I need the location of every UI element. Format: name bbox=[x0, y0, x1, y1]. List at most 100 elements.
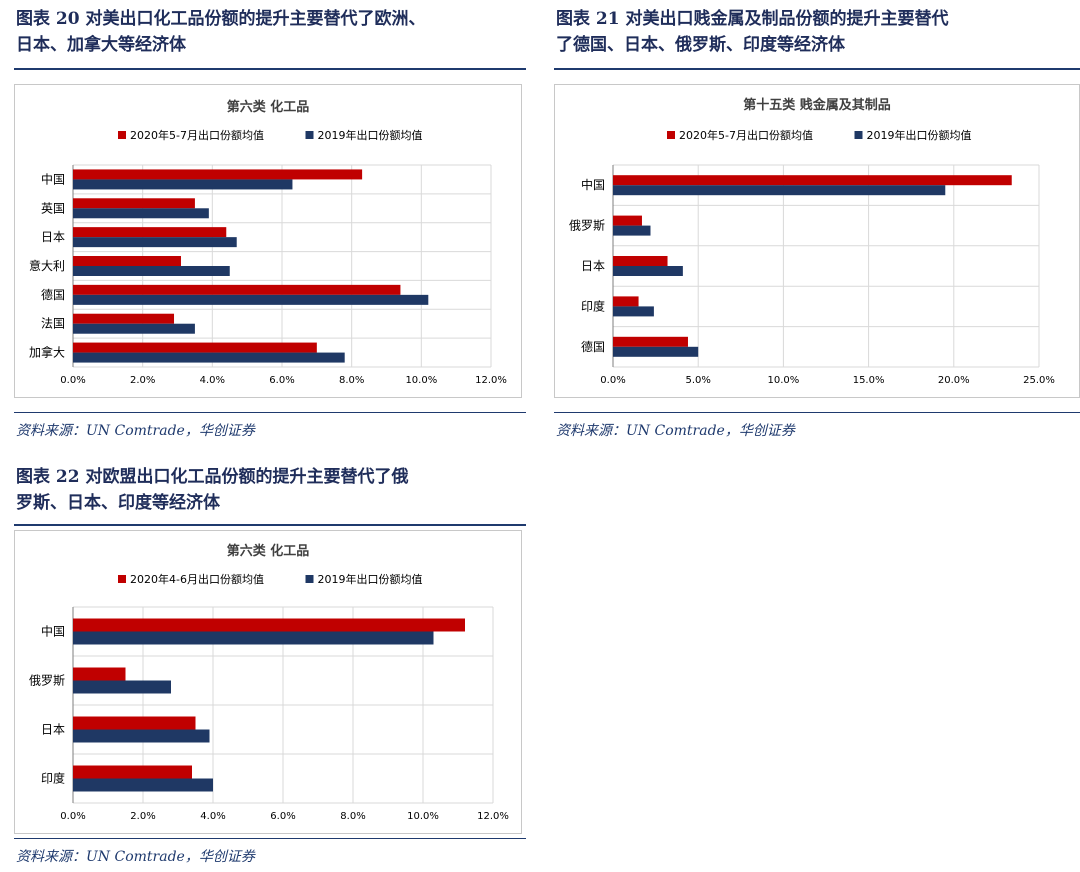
legend-label: 2020年4-6月出口份额均值 bbox=[130, 572, 264, 586]
x-tick-label: 10.0% bbox=[407, 811, 439, 822]
bar bbox=[73, 169, 363, 180]
source-rule bbox=[14, 838, 526, 839]
chart-20: 第六类 化工品 2020年5-7月出口份额均值 2019年出口份额均值 0.0% 2.0… bbox=[29, 99, 507, 386]
category-label: 英国 bbox=[41, 201, 65, 215]
category-label: 印度 bbox=[41, 771, 65, 786]
source-rule bbox=[554, 412, 1080, 413]
figure-title: 图表 21 对美出口贱金属及制品份额的提升主要替代 了德国、日本、俄罗斯、印度等… bbox=[556, 9, 949, 55]
bar bbox=[73, 680, 171, 694]
chart-21-box: 第十五类 贱金属及其制品 2020年5-7月出口份额均值 2019年出口份额均值 0.… bbox=[554, 84, 1080, 398]
chart-title: 第六类 化工品 bbox=[227, 543, 310, 559]
category-label: 法国 bbox=[41, 317, 65, 331]
category-label: 印度 bbox=[581, 298, 605, 313]
bar bbox=[73, 266, 230, 276]
bar bbox=[73, 716, 196, 730]
category-label: 日本 bbox=[41, 230, 65, 244]
category-label: 日本 bbox=[41, 723, 65, 737]
bar bbox=[73, 778, 213, 792]
source-note: 资料来源：UN Comtrade，华创证券 bbox=[556, 423, 795, 439]
x-tick-label: 8.0% bbox=[340, 811, 365, 822]
bar bbox=[73, 765, 192, 779]
bar bbox=[613, 296, 639, 307]
figure-title: 图表 22 对欧盟出口化工品份额的提升主要替代了俄 罗斯、日本、印度等经济体 bbox=[16, 467, 409, 513]
bar bbox=[73, 323, 195, 334]
category-label: 德国 bbox=[41, 287, 65, 302]
bar bbox=[73, 342, 317, 353]
chart-22-box: 第六类 化工品 2020年4-6月出口份额均值 2019年出口份额均值 0.0% 2.0… bbox=[14, 530, 522, 834]
bar bbox=[73, 208, 209, 219]
category-label: 俄罗斯 bbox=[29, 674, 65, 688]
chart-21: 第十五类 贱金属及其制品 2020年5-7月出口份额均值 2019年出口份额均值 0.… bbox=[569, 97, 1055, 386]
bar bbox=[73, 313, 175, 324]
bar bbox=[73, 667, 126, 681]
legend-label: 2020年5-7月出口份额均值 bbox=[130, 128, 264, 142]
source-rule bbox=[14, 412, 526, 413]
category-label: 意大利 bbox=[29, 258, 65, 273]
bar bbox=[73, 294, 429, 305]
chart-20-box: 第六类 化工品 2020年5-7月出口份额均值 2019年出口份额均值 0.0% 2.0… bbox=[14, 84, 522, 398]
x-tick-label: 0.0% bbox=[60, 375, 85, 386]
bar bbox=[73, 631, 434, 645]
x-tick-label: 12.0% bbox=[477, 811, 509, 822]
category-label: 德国 bbox=[581, 339, 605, 354]
x-tick-label: 8.0% bbox=[339, 375, 364, 386]
bar bbox=[73, 729, 210, 743]
legend-swatch bbox=[667, 131, 675, 139]
bar bbox=[73, 618, 465, 632]
bar bbox=[73, 198, 195, 209]
category-label: 加拿大 bbox=[29, 345, 65, 360]
x-tick-label: 10.0% bbox=[768, 375, 800, 386]
x-tick-label: 20.0% bbox=[938, 375, 970, 386]
bar bbox=[73, 352, 345, 363]
bar bbox=[73, 227, 227, 238]
bar bbox=[73, 284, 401, 295]
legend-swatch bbox=[305, 131, 314, 139]
bar bbox=[73, 179, 293, 190]
legend-label: 2019年出口份额均值 bbox=[867, 128, 972, 142]
x-tick-label: 4.0% bbox=[200, 375, 225, 386]
category-label: 中国 bbox=[41, 171, 65, 186]
title-rule bbox=[14, 524, 526, 526]
bar bbox=[613, 256, 668, 266]
category-label: 俄罗斯 bbox=[569, 219, 605, 233]
legend-swatch bbox=[854, 131, 863, 139]
x-tick-label: 25.0% bbox=[1023, 375, 1055, 386]
x-tick-label: 12.0% bbox=[475, 375, 507, 386]
category-label: 中国 bbox=[41, 624, 65, 639]
bar bbox=[613, 225, 651, 236]
x-tick-label: 6.0% bbox=[270, 811, 295, 822]
legend-label: 2019年出口份额均值 bbox=[318, 572, 423, 586]
category-label: 日本 bbox=[581, 259, 605, 273]
legend-swatch bbox=[118, 575, 126, 583]
chart-title: 第十五类 贱金属及其制品 bbox=[743, 97, 891, 113]
x-tick-label: 15.0% bbox=[853, 375, 885, 386]
bar bbox=[613, 175, 1012, 186]
figure-22-heading: 图表 22 对欧盟出口化工品份额的提升主要替代了俄 罗斯、日本、印度等经济体 bbox=[16, 464, 528, 516]
title-rule bbox=[554, 68, 1080, 70]
x-tick-label: 0.0% bbox=[60, 811, 85, 822]
bar bbox=[73, 237, 237, 248]
x-tick-label: 0.0% bbox=[600, 375, 625, 386]
bar bbox=[613, 215, 642, 226]
legend-label: 2020年5-7月出口份额均值 bbox=[679, 128, 813, 142]
x-tick-label: 5.0% bbox=[685, 375, 710, 386]
bar bbox=[73, 256, 181, 266]
x-tick-label: 2.0% bbox=[130, 375, 155, 386]
title-rule bbox=[14, 68, 526, 70]
source-note: 资料来源：UN Comtrade，华创证券 bbox=[16, 849, 255, 865]
chart-22: 第六类 化工品 2020年4-6月出口份额均值 2019年出口份额均值 0.0% 2.0… bbox=[29, 543, 509, 822]
source-note: 资料来源：UN Comtrade，华创证券 bbox=[16, 423, 255, 439]
legend-label: 2019年出口份额均值 bbox=[318, 128, 423, 142]
chart-title: 第六类 化工品 bbox=[227, 99, 310, 115]
legend-swatch bbox=[305, 575, 314, 583]
figure-21-heading: 图表 21 对美出口贱金属及制品份额的提升主要替代 了德国、日本、俄罗斯、印度等… bbox=[556, 6, 1080, 58]
x-tick-label: 10.0% bbox=[405, 375, 437, 386]
figure-20-heading: 图表 20 对美出口化工品份额的提升主要替代了欧洲、 日本、加拿大等经济体 bbox=[16, 6, 528, 58]
x-tick-label: 4.0% bbox=[200, 811, 225, 822]
figure-title: 图表 20 对美出口化工品份额的提升主要替代了欧洲、 日本、加拿大等经济体 bbox=[16, 9, 426, 55]
x-tick-label: 2.0% bbox=[130, 811, 155, 822]
x-tick-label: 6.0% bbox=[269, 375, 294, 386]
bar bbox=[613, 306, 654, 317]
legend-swatch bbox=[118, 131, 126, 139]
bar bbox=[613, 346, 699, 357]
